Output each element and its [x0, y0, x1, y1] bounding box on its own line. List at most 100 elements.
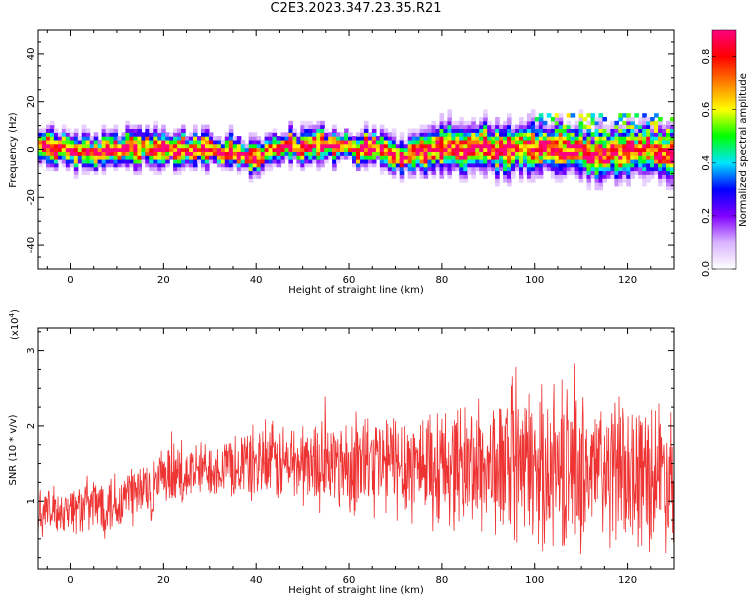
heatmap-cell — [670, 117, 674, 122]
heatmap-cell — [423, 155, 429, 160]
heatmap-cell — [638, 170, 643, 175]
heatmap-cell — [447, 166, 452, 172]
heatmap-cell — [463, 147, 468, 152]
heatmap-cell — [546, 132, 552, 137]
heatmap-cell — [550, 155, 556, 160]
heatmap-cell — [367, 139, 373, 145]
heatmap-cell — [499, 128, 504, 133]
heatmap-cell — [578, 166, 584, 172]
heatmap-cell — [371, 155, 377, 160]
heatmap-cell — [542, 147, 548, 152]
heatmap-cell — [109, 147, 115, 152]
heatmap-cell — [423, 170, 429, 175]
heatmap-cell — [654, 151, 659, 156]
heatmap-cell — [49, 128, 55, 133]
heatmap-cell — [666, 136, 671, 141]
heatmap-cell — [193, 147, 198, 152]
heatmap-cell — [411, 174, 417, 179]
heatmap-cell — [578, 155, 584, 160]
heatmap-cell — [467, 136, 472, 141]
heatmap-cell — [606, 170, 611, 175]
heatmap-cell — [455, 120, 460, 126]
heatmap-cell — [248, 147, 254, 152]
heatmap-cell — [455, 166, 460, 172]
heatmap-cell — [650, 155, 655, 160]
heatmap-cell — [554, 143, 560, 149]
heatmap-cell — [248, 155, 254, 160]
heatmap-cell — [614, 143, 619, 149]
heatmap-cell — [208, 147, 214, 152]
heatmap-cell — [399, 174, 405, 179]
heatmap-cell — [49, 162, 55, 168]
heatmap-cell — [308, 155, 313, 160]
heatmap-cell — [610, 151, 615, 156]
heatmap-cell — [61, 124, 67, 129]
top-y-tick-label: 20 — [26, 95, 37, 108]
heatmap-cell — [443, 155, 448, 160]
heatmap-cell — [554, 136, 560, 141]
heatmap-cell — [530, 151, 536, 156]
heatmap-cell — [232, 151, 238, 156]
heatmap-cell — [606, 139, 611, 145]
heatmap-cell — [399, 159, 405, 164]
heatmap-cell — [157, 128, 162, 133]
heatmap-cell — [503, 162, 508, 168]
heatmap-cell — [117, 159, 123, 164]
heatmap-cell — [586, 155, 592, 160]
heatmap-cell — [530, 178, 536, 183]
heatmap-cell — [125, 124, 130, 129]
heatmap-cell — [638, 132, 643, 137]
heatmap-cell — [582, 139, 588, 145]
heatmap-cell — [61, 139, 67, 145]
heatmap-cell — [197, 151, 202, 156]
heatmap-cell — [602, 162, 607, 168]
heatmap-cell — [81, 155, 87, 160]
heatmap-cell — [197, 136, 202, 141]
heatmap-cell — [439, 162, 445, 168]
heatmap-cell — [105, 143, 111, 149]
heatmap-cell — [137, 132, 142, 137]
heatmap-cell — [109, 155, 115, 160]
heatmap-cell — [538, 136, 544, 141]
heatmap-cell — [658, 170, 663, 175]
heatmap-cell — [169, 139, 174, 145]
heatmap-cell — [161, 159, 166, 164]
colorbar-tick-label: 0.0 — [701, 261, 712, 277]
heatmap-cell — [137, 147, 142, 152]
heatmap-cell — [463, 170, 468, 175]
heatmap-cell — [582, 128, 588, 133]
heatmap-cell — [534, 147, 540, 152]
heatmap-cell — [304, 155, 309, 160]
heatmap-cell — [85, 162, 91, 168]
heatmap-cell — [61, 147, 67, 152]
bottom-x-axis-label: Height of straight line (km) — [288, 585, 424, 596]
heatmap-cell — [443, 136, 448, 141]
heatmap-cell — [220, 151, 226, 156]
heatmap-cell — [332, 147, 337, 152]
heatmap-cell — [276, 162, 282, 168]
heatmap-cell — [352, 136, 357, 141]
heatmap-cell — [272, 162, 278, 168]
heatmap-cell — [284, 132, 290, 137]
heatmap-cell — [89, 162, 95, 168]
heatmap-cell — [407, 162, 413, 168]
heatmap-cell — [371, 159, 377, 164]
heatmap-cell — [69, 143, 75, 149]
heatmap-cell — [149, 147, 154, 152]
heatmap-cell — [530, 166, 536, 172]
heatmap-cell — [447, 139, 452, 145]
heatmap-cell — [395, 147, 401, 152]
heatmap-cell — [284, 151, 290, 156]
heatmap-cell — [562, 128, 568, 133]
heatmap-cell — [511, 139, 516, 145]
heatmap-cell — [129, 162, 134, 168]
heatmap-cell — [534, 120, 540, 126]
heatmap-cell — [228, 147, 234, 152]
heatmap-cell — [300, 147, 305, 152]
heatmap-cell — [415, 155, 421, 160]
heatmap-cell — [113, 124, 119, 129]
heatmap-cell — [614, 159, 619, 164]
heatmap-cell — [363, 166, 369, 172]
heatmap-cell — [236, 166, 242, 172]
heatmap-cell — [495, 166, 500, 172]
